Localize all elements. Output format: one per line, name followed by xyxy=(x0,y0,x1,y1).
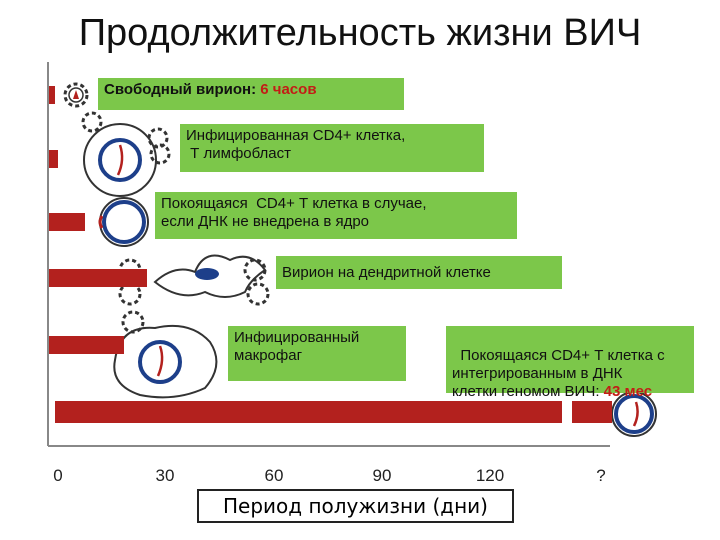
resting-integrated-text: Покоящаяся CD4+ Т клетка с интегрированн… xyxy=(452,347,665,400)
bar-lymphoblast xyxy=(49,150,58,168)
label-infected-macrophage: Инфицированный макрофаг xyxy=(228,326,406,381)
x-tick-label: 0 xyxy=(53,466,63,485)
bar-free-virion xyxy=(49,86,55,104)
x-tick-label: 90 xyxy=(372,466,392,485)
virion-icon xyxy=(63,82,89,108)
label-free-virion: Свободный вирион: 6 часов xyxy=(98,78,404,110)
lymphoblast-cell-icon xyxy=(81,111,171,197)
x-tick-label: 60 xyxy=(264,466,284,485)
integrated-resting-cell-icon xyxy=(611,391,657,437)
page-title: Продолжительность жизни ВИЧ xyxy=(78,12,642,54)
free-virion-value: 6 часов xyxy=(260,81,317,98)
x-axis-label: Период полужизни (дни) xyxy=(197,489,514,523)
x-tick-label: 30 xyxy=(155,466,175,485)
label-virion-dendritic: Вирион на дендритной клетке xyxy=(276,256,562,289)
free-virion-text: Свободный вирион: xyxy=(104,81,261,98)
x-tick-label: ? xyxy=(596,466,606,485)
x-tick-label: 120 xyxy=(475,466,505,485)
bar-resting-unintegrated xyxy=(49,213,85,231)
resting-integrated-value: 43 мес xyxy=(603,383,653,400)
macrophage-cell-icon xyxy=(113,310,218,399)
bar-macrophage xyxy=(49,336,124,354)
resting-cell-icon xyxy=(98,197,149,247)
bar-resting-integrated xyxy=(55,401,562,423)
bar-dendritic xyxy=(49,269,147,287)
label-resting-cd4-unintegrated: Покоящаяся CD4+ Т клетка в случае, если … xyxy=(155,192,517,239)
bar-resting-integrated-continued xyxy=(572,401,612,423)
label-resting-cd4-integrated: Покоящаяся CD4+ Т клетка с интегрированн… xyxy=(446,326,694,400)
label-infected-cd4: Инфицированная CD4+ клетка, Т лимфобласт xyxy=(180,124,484,172)
